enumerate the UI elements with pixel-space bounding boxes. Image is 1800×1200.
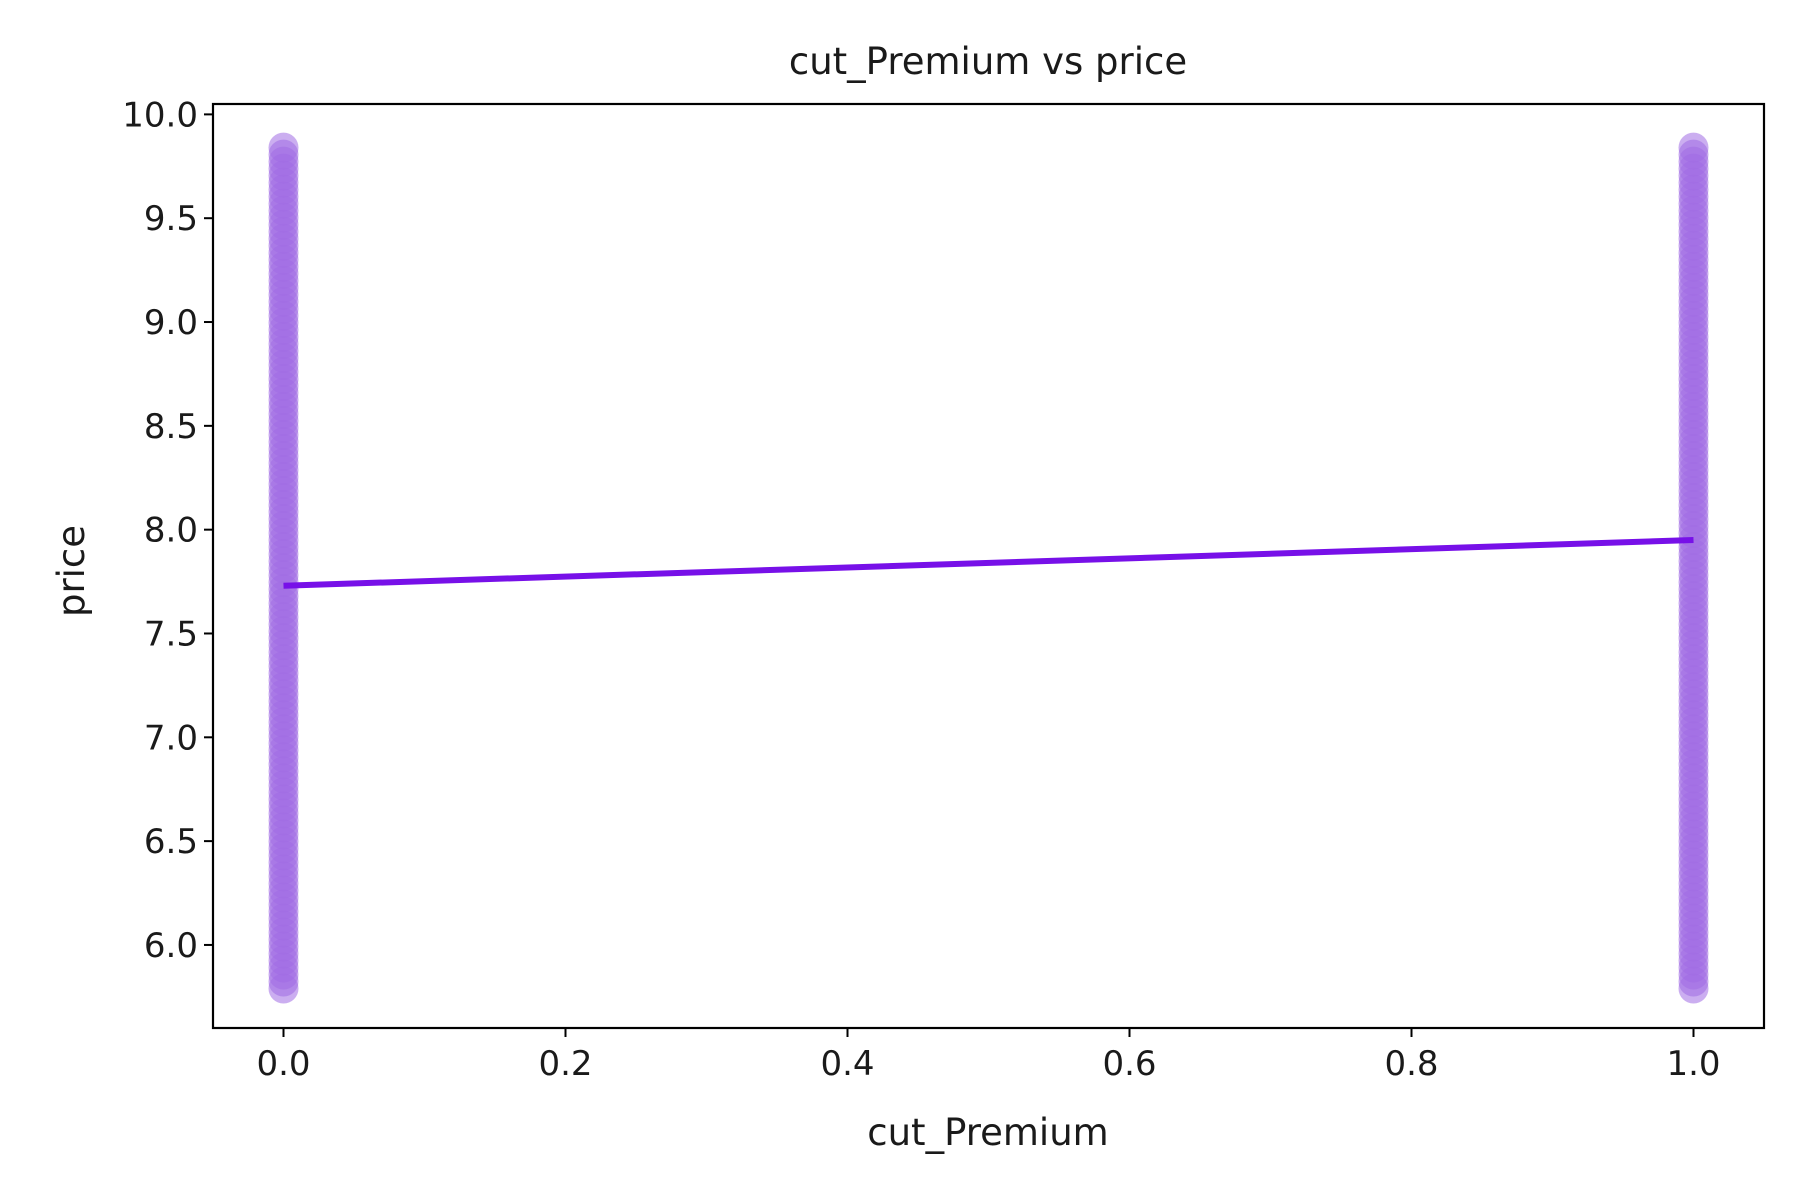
y-tick-label: 8.0 [144, 511, 198, 551]
y-tick-label: 10.0 [122, 95, 198, 135]
scatter-layer [268, 132, 1709, 1004]
x-tick-label: 0.0 [256, 1044, 310, 1084]
plot-frame [211, 102, 1766, 1030]
x-tick-label: 0.4 [820, 1044, 874, 1084]
x-tick-label: 0.2 [538, 1044, 592, 1084]
y-tick-label: 6.0 [144, 926, 198, 966]
y-axis-title: price [50, 525, 93, 617]
y-tick-label: 6.5 [144, 822, 198, 862]
regression-line-layer [283, 537, 1694, 589]
y-tick-label: 9.5 [144, 199, 198, 239]
chart-title: cut_Premium vs price [789, 40, 1187, 83]
y-tick-label: 9.0 [144, 303, 198, 343]
y-axis: 6.0 6.5 7.0 7.5 8.0 8.5 9.0 9.5 10.0 [122, 95, 213, 966]
x-tick-label: 1.0 [1666, 1044, 1720, 1084]
x-tick-label: 0.6 [1102, 1044, 1156, 1084]
x-tick-label: 0.8 [1384, 1044, 1438, 1084]
scatter-point [268, 132, 299, 163]
x-axis-title: cut_Premium [867, 1111, 1108, 1154]
y-tick-label: 7.0 [144, 718, 198, 758]
regression-line [283, 537, 1694, 589]
scatter-point [1678, 132, 1709, 163]
plot-area [213, 104, 1764, 1028]
x-axis: 0.0 0.2 0.4 0.6 0.8 1.0 [256, 1028, 1721, 1084]
y-tick-label: 7.5 [144, 614, 198, 654]
y-tick-label: 8.5 [144, 407, 198, 447]
